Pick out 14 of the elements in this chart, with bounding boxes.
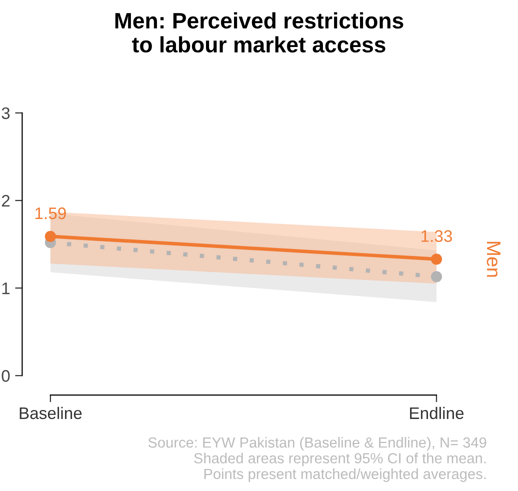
data-label: 1.33 [422, 230, 452, 242]
data-label: 1.59 [35, 207, 66, 220]
text: Men [486, 242, 500, 277]
y-tick-label: 2 [2, 194, 10, 207]
point [430, 254, 442, 265]
source-note: Source: EYW Pakistan (Baseline & Endline), N= 349 Shaded areas represent 95% CI of the mean. Points present matched/weighted averages. [148, 436, 486, 482]
y-tick-label: 3 [2, 107, 10, 120]
x-tick-label: Endline [410, 406, 464, 420]
point [44, 230, 56, 242]
x-tick-label: Baseline [20, 406, 82, 420]
y-tick-label: 1 [2, 282, 10, 294]
point [430, 271, 442, 282]
y-tick-label: 0 [2, 370, 10, 382]
chart-title: Men: Perceived restrictions to labour market access [115, 12, 404, 53]
